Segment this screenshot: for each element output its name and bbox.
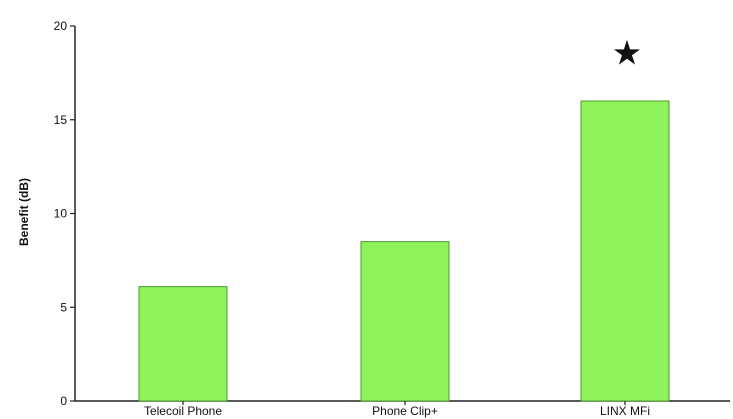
- y-tick-label-0: 0: [60, 394, 67, 408]
- y-axis-title: Benefit (dB): [17, 178, 31, 246]
- y-tick-label-5: 5: [60, 300, 67, 314]
- y-tick-label-10: 10: [54, 207, 68, 221]
- x-tick-label-telecoil-phone: Telecoil Phone: [144, 404, 222, 418]
- x-tick-label-linx-mfi: LINX MFi: [600, 404, 650, 418]
- bar-linx-mfi: [580, 100, 670, 402]
- y-tick-label-15: 15: [54, 113, 68, 127]
- significance-star-icon: ★: [612, 33, 642, 73]
- bar-telecoil-phone: [138, 286, 228, 402]
- plot-area: 0 5 10 15 20 Telecoil Phone Phone Clip+ LINX MF…: [54, 19, 730, 418]
- x-tick-label-phone-clip: Phone Clip+: [372, 404, 438, 418]
- y-tick-label-20: 20: [54, 19, 68, 33]
- bar-phone-clip: [360, 241, 450, 402]
